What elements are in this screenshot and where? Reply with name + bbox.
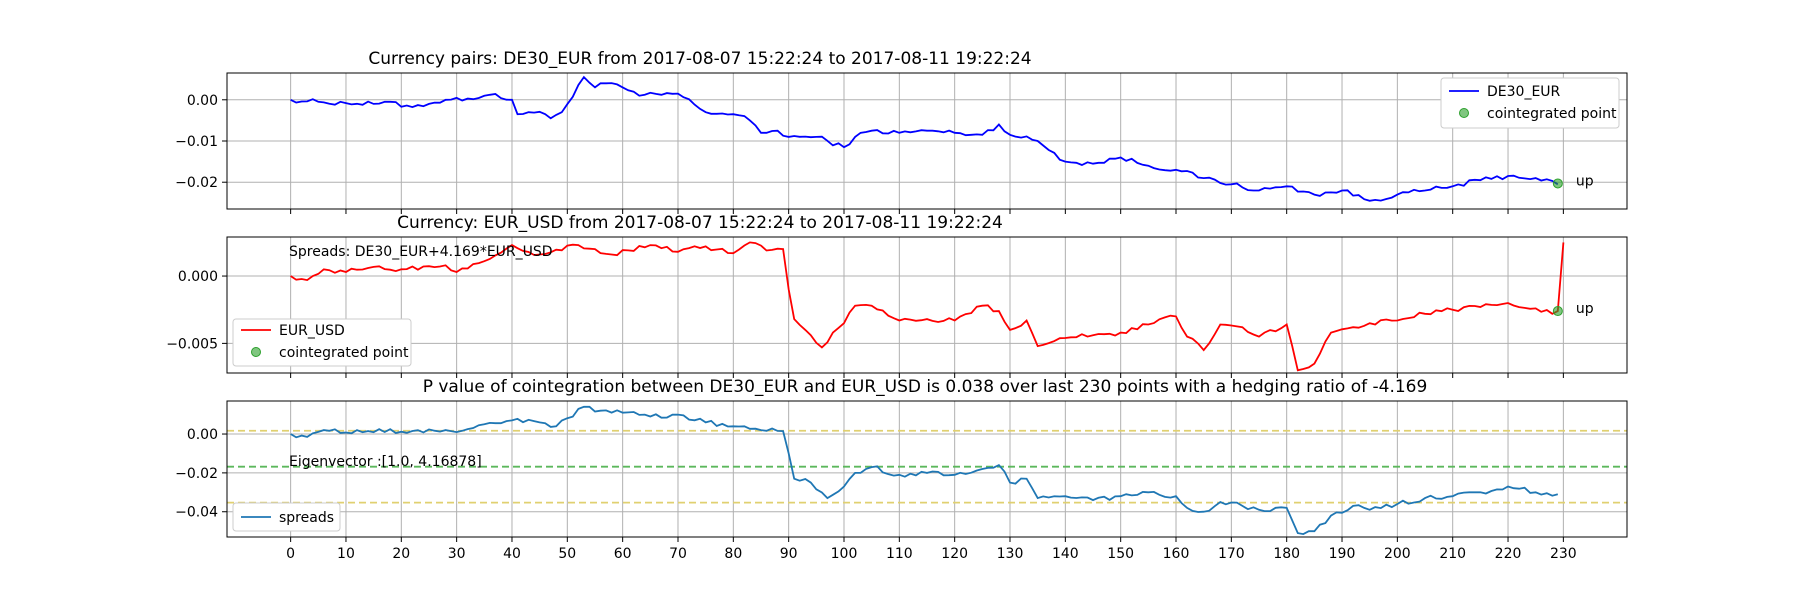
- panel-1-legend-box: [1440, 77, 1620, 129]
- y-tick-label-0: 0.00: [187, 93, 218, 109]
- x-tick-label-160: 160: [1163, 546, 1190, 562]
- x-tick-label-130: 130: [997, 546, 1024, 562]
- x-tick-label-110: 110: [886, 546, 913, 562]
- x-tick-label-150: 150: [1107, 546, 1134, 562]
- panel-de30-eur: Currency pairs: DE30_EUR from 2017-08-07…: [175, 49, 1628, 214]
- panel-2-legend-box: [232, 318, 412, 367]
- y-tick-label-0: 0.00: [187, 427, 218, 443]
- x-tick-label-50: 50: [558, 546, 576, 562]
- panel-2-frame: [226, 236, 1628, 374]
- panel-3-y-ticks: 0.00 −0.02 −0.04: [175, 427, 227, 521]
- x-tick-label-20: 20: [392, 546, 410, 562]
- x-tick-label-120: 120: [941, 546, 968, 562]
- panel-2-cointegrated-point: [1552, 306, 1563, 317]
- x-tick-label-30: 30: [448, 546, 466, 562]
- x-tick-label-230: 230: [1550, 546, 1577, 562]
- panel-2-legend-point-swatch: [251, 347, 261, 357]
- x-tick-label-10: 10: [337, 546, 355, 562]
- panel-1-up-label: up: [1576, 173, 1594, 189]
- eur-usd-line: [290, 241, 1565, 372]
- de30-eur-line: [290, 75, 1559, 202]
- y-tick-label-1: −0.01: [175, 134, 218, 150]
- x-tick-label-80: 80: [724, 546, 742, 562]
- panel-3-frame: [226, 400, 1628, 538]
- y-tick-label-2: −0.02: [175, 175, 218, 191]
- x-tick-label-170: 170: [1218, 546, 1245, 562]
- panel-spreads: P value of cointegration between DE30_EU…: [175, 377, 1628, 562]
- x-tick-label-140: 140: [1052, 546, 1079, 562]
- x-tick-label-60: 60: [614, 546, 632, 562]
- x-tick-label-0: 0: [286, 546, 295, 562]
- x-tick-label-190: 190: [1329, 546, 1356, 562]
- panel-eur-usd: Currency: EUR_USD from 2017-08-07 15:22:…: [166, 213, 1628, 378]
- panel-1-legend: DE30_EUR cointegrated point: [1440, 77, 1620, 129]
- panel-1-legend-label-1: DE30_EUR: [1487, 84, 1561, 100]
- y-tick-label-0: 0.000: [178, 269, 218, 285]
- spreads-formula-annotation: Spreads: DE30_EUR+4.169*EUR_USD: [289, 244, 553, 260]
- panel-1-legend-label-2: cointegrated point: [1487, 106, 1617, 122]
- x-axis-ticks: 0 10 20 30 40 50 60 70 80 90 100 110 120 130 140 150 160…: [286, 537, 1577, 562]
- panel-3-legend: spreads: [232, 502, 341, 532]
- panel-2-legend-label-1: EUR_USD: [279, 323, 345, 339]
- panel-2-legend: EUR_USD cointegrated point: [232, 318, 412, 367]
- panel-3-legend-box: [232, 502, 341, 532]
- x-tick-label-40: 40: [503, 546, 521, 562]
- panel-1-y-ticks: 0.00 −0.01 −0.02: [175, 93, 1564, 214]
- y-tick-label-2: −0.04: [175, 505, 218, 521]
- x-tick-label-90: 90: [780, 546, 798, 562]
- panel-2-title: Currency: EUR_USD from 2017-08-07 15:22:…: [397, 213, 1003, 233]
- panel-1-cointegrated-point: [1552, 178, 1563, 189]
- panel-1-legend-point-swatch: [1459, 108, 1469, 118]
- panel-2-legend-label-2: cointegrated point: [279, 345, 409, 361]
- x-tick-label-200: 200: [1384, 546, 1411, 562]
- y-tick-label-1: −0.005: [166, 336, 218, 352]
- spreads-line: [290, 405, 1559, 536]
- x-tick-label-100: 100: [831, 546, 858, 562]
- panel-3-title: P value of cointegration between DE30_EU…: [423, 377, 1428, 397]
- panel-1-title: Currency pairs: DE30_EUR from 2017-08-07…: [368, 49, 1031, 69]
- x-tick-label-70: 70: [669, 546, 687, 562]
- y-tick-label-1: −0.02: [175, 466, 218, 482]
- x-tick-label-210: 210: [1439, 546, 1466, 562]
- x-tick-label-180: 180: [1273, 546, 1300, 562]
- x-tick-label-220: 220: [1495, 546, 1522, 562]
- panel-3-legend-label-1: spreads: [279, 510, 334, 526]
- eigenvector-annotation: Eigenvector :[1.0, 4.16878]: [289, 454, 482, 470]
- panel-2-y-ticks: 0.000 −0.005: [166, 269, 1564, 378]
- panel-2-up-label: up: [1576, 301, 1594, 317]
